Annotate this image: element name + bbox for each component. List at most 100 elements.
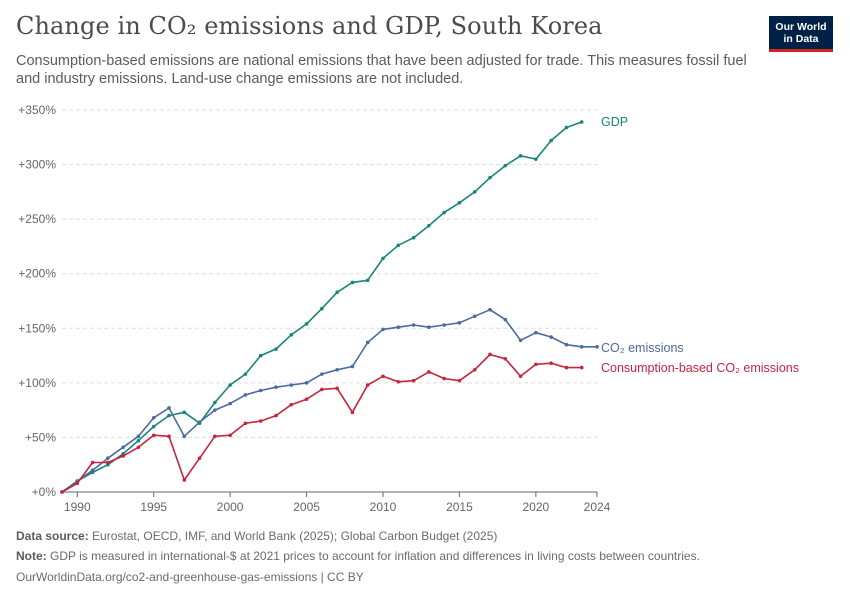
data-point-gdp xyxy=(427,223,431,228)
data-point-consumption xyxy=(335,386,339,391)
data-point-consumption xyxy=(151,433,156,438)
data-point-co2 xyxy=(289,383,294,387)
series-label-consumption: Consumption-based CO₂ emissions xyxy=(601,361,799,375)
data-point-co2 xyxy=(167,406,171,410)
data-point-gdp xyxy=(167,413,171,418)
owid-logo[interactable]: Our World in Data xyxy=(769,16,833,52)
data-point-gdp xyxy=(243,372,248,376)
data-point-consumption xyxy=(427,370,431,374)
data-point-co2 xyxy=(243,393,248,397)
series-label-co2: CO₂ emissions xyxy=(601,341,684,355)
data-point-co2 xyxy=(488,307,492,312)
data-point-consumption xyxy=(136,445,141,450)
data-point-consumption xyxy=(472,367,477,372)
data-point-co2 xyxy=(106,456,110,460)
x-tick-label: 2015 xyxy=(446,500,473,514)
data-point-gdp xyxy=(213,400,217,405)
data-point-consumption xyxy=(350,410,355,415)
data-point-co2 xyxy=(396,325,401,329)
data-point-gdp xyxy=(335,290,339,295)
data-point-co2 xyxy=(595,345,599,349)
data-point-co2 xyxy=(320,372,324,376)
data-point-consumption xyxy=(320,387,324,392)
series-labels: GDP CO₂ emissions Consumption-based CO₂ em… xyxy=(601,115,799,375)
data-point-consumption xyxy=(488,352,492,357)
data-point-co2 xyxy=(350,364,355,369)
series-line-co2 xyxy=(61,308,597,493)
chart-title: Change in CO₂ emissions and GDP, South K… xyxy=(16,12,603,40)
data-point-gdp xyxy=(136,438,141,443)
data-point-consumption xyxy=(503,357,508,361)
data-point-consumption xyxy=(121,454,125,458)
y-tick-label: +0% xyxy=(32,485,57,499)
y-axis-tick-labels: +0% +50% +100% +150% +200% +250% +300% +350% xyxy=(18,103,56,499)
data-point-co2 xyxy=(136,434,141,439)
chart-subtitle: Consumption-based emissions are national… xyxy=(16,53,747,87)
data-point-gdp xyxy=(534,157,538,161)
y-tick-label: +100% xyxy=(18,376,56,390)
data-point-consumption xyxy=(90,460,95,465)
data-point-co2 xyxy=(90,468,95,472)
data-point-co2 xyxy=(121,445,125,450)
data-point-gdp xyxy=(381,256,385,261)
data-point-co2 xyxy=(549,335,553,339)
data-source: Data source: Eurostat, OECD, IMF, and Wo… xyxy=(16,529,497,543)
series-lines xyxy=(60,120,599,494)
y-tick-label: +350% xyxy=(18,103,56,117)
data-point-gdp xyxy=(350,280,355,285)
data-point-co2 xyxy=(304,381,309,385)
data-point-consumption xyxy=(396,379,401,384)
data-point-consumption xyxy=(243,421,248,426)
data-point-consumption xyxy=(182,478,187,482)
data-point-gdp xyxy=(228,383,232,387)
data-point-consumption xyxy=(534,362,538,367)
data-point-co2 xyxy=(213,408,217,412)
data-point-co2 xyxy=(564,342,569,347)
data-point-co2 xyxy=(274,385,278,390)
y-tick-label: +250% xyxy=(18,212,56,226)
x-tick-label: 2005 xyxy=(293,500,320,514)
data-point-consumption xyxy=(365,383,370,387)
source-url-link[interactable]: OurWorldinData.org/co2-and-greenhouse-ga… xyxy=(16,570,318,584)
note-label: Note: xyxy=(16,549,47,563)
data-point-co2 xyxy=(381,327,385,332)
data-point-co2 xyxy=(182,434,187,439)
y-tick-label: +300% xyxy=(18,158,56,172)
data-point-gdp xyxy=(320,306,324,311)
data-point-co2 xyxy=(518,338,523,343)
data-point-gdp xyxy=(411,235,416,240)
data-point-consumption xyxy=(60,490,64,494)
data-point-co2 xyxy=(534,330,538,335)
logo-line-2: in Data xyxy=(783,33,819,45)
data-point-co2 xyxy=(472,314,477,319)
data-point-consumption xyxy=(106,460,110,465)
data-point-consumption xyxy=(442,376,446,381)
data-point-co2 xyxy=(151,415,156,420)
data-point-consumption xyxy=(167,434,171,439)
x-tick-label: 2000 xyxy=(217,500,244,514)
data-point-gdp xyxy=(274,347,278,351)
x-tick-label: 1990 xyxy=(64,500,91,514)
data-point-gdp xyxy=(488,175,492,180)
data-point-co2 xyxy=(579,345,584,349)
data-point-gdp xyxy=(396,243,401,248)
data-point-consumption xyxy=(304,397,309,402)
chart-note: Note: GDP is measured in international-$… xyxy=(16,549,700,563)
data-point-gdp xyxy=(472,190,477,194)
data-point-gdp xyxy=(258,353,263,358)
source-label: Data source: xyxy=(16,529,89,543)
data-point-gdp xyxy=(442,210,446,215)
data-point-gdp xyxy=(579,120,584,124)
x-tick-label: 2024 xyxy=(584,500,611,514)
data-point-consumption xyxy=(411,378,416,383)
series-label-gdp: GDP xyxy=(601,115,628,129)
data-point-consumption xyxy=(518,374,523,379)
data-point-co2 xyxy=(197,420,202,424)
x-tick-label: 1995 xyxy=(140,500,167,514)
data-point-consumption xyxy=(258,419,263,423)
data-point-gdp xyxy=(304,322,309,326)
data-point-consumption xyxy=(457,378,462,383)
data-point-co2 xyxy=(442,323,446,327)
data-point-consumption xyxy=(579,365,584,370)
